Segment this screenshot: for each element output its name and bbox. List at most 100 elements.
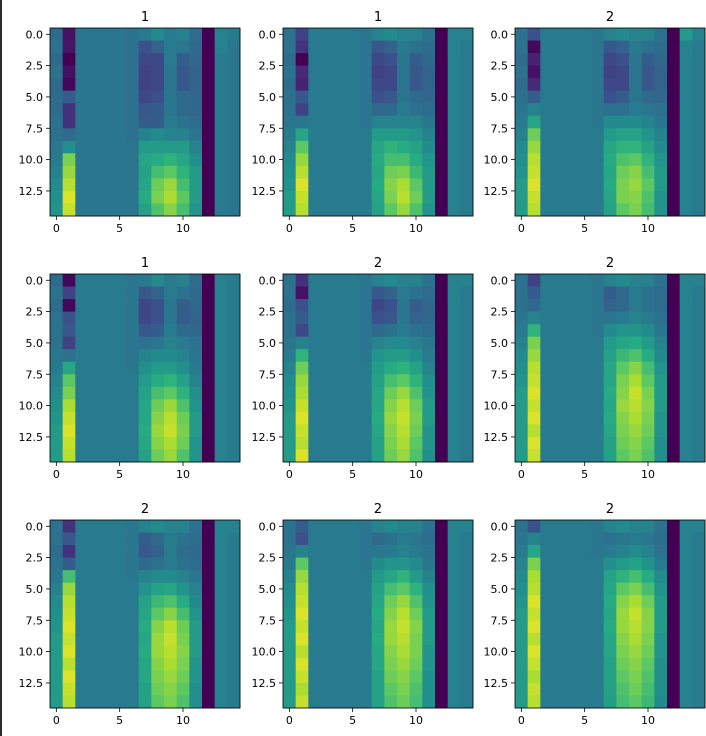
heatmap-cell: [227, 311, 241, 325]
heatmap-cell: [189, 545, 203, 558]
heatmap-cell: [346, 140, 360, 154]
heatmap-cell: [164, 386, 178, 400]
heatmap-cell: [308, 336, 322, 350]
heatmap-cell: [397, 670, 411, 684]
x-tick-label: 0: [518, 468, 525, 481]
heatmap-cell: [295, 361, 309, 375]
heatmap-cell: [75, 28, 89, 41]
heatmap-cell: [359, 115, 373, 129]
heatmap-cell: [641, 520, 655, 533]
heatmap-cell: [540, 153, 554, 167]
heatmap-cell: [591, 103, 605, 117]
heatmap-cell: [202, 436, 216, 450]
heatmap-cell: [515, 424, 529, 438]
heatmap-cell: [527, 153, 541, 167]
heatmap-cell: [460, 532, 474, 546]
subplot-7: 20 5 100.02.55.07.510.012.5: [19, 502, 241, 727]
heatmap-cell: [616, 632, 630, 646]
heatmap-cell: [397, 632, 411, 646]
heatmap-cell: [447, 399, 461, 413]
heatmap-cell: [88, 411, 102, 425]
heatmap-cell: [151, 103, 165, 117]
heatmap-cell: [113, 311, 127, 325]
heatmap-cell: [214, 40, 228, 54]
y-tick-label: 10.0: [252, 646, 277, 659]
heatmap-cell: [88, 274, 102, 287]
heatmap-cell: [641, 324, 655, 338]
heatmap-cell: [447, 140, 461, 154]
heatmap-cell: [227, 399, 241, 413]
y-tick-label: 5.0: [259, 337, 277, 350]
heatmap-cell: [227, 299, 241, 312]
heatmap-cell: [346, 90, 360, 104]
heatmap-cell: [591, 65, 605, 79]
heatmap-cell: [667, 336, 681, 350]
heatmap-cell: [346, 436, 360, 450]
heatmap-cell: [591, 386, 605, 400]
heatmap-cell: [75, 128, 89, 142]
heatmap-cell: [447, 374, 461, 388]
heatmap-cell: [692, 532, 706, 546]
heatmap-cell: [527, 140, 541, 154]
heatmap-cell: [321, 557, 335, 571]
heatmap-cell: [359, 311, 373, 325]
heatmap-cell: [189, 670, 203, 684]
heatmap-cell: [641, 178, 655, 192]
heatmap-cell: [75, 632, 89, 646]
heatmap-cell: [50, 607, 64, 621]
heatmap-cell: [214, 165, 228, 179]
heatmap-cell: [667, 695, 681, 709]
heatmap-cell: [88, 53, 102, 66]
heatmap-cell: [641, 190, 655, 204]
heatmap-cell: [295, 90, 309, 104]
heatmap-cell: [397, 545, 411, 558]
heatmap-cell: [692, 40, 706, 54]
heatmap-cell: [308, 178, 322, 192]
heatmap-cell: [397, 520, 411, 533]
heatmap-cell: [578, 115, 592, 129]
heatmap-cell: [603, 620, 617, 634]
subplot-title: 1: [141, 256, 149, 271]
heatmap-cell: [189, 436, 203, 450]
heatmap-cell: [540, 286, 554, 300]
heatmap-cell: [540, 520, 554, 533]
heatmap-cell: [88, 399, 102, 413]
plot-frame: [49, 273, 241, 463]
heatmap-cell: [371, 582, 385, 596]
heatmap-cell: [202, 203, 216, 217]
heatmap-cell: [397, 645, 411, 659]
heatmap-cell: [679, 399, 693, 413]
heatmap-cell: [422, 203, 436, 217]
heatmap-cell: [126, 695, 140, 709]
heatmap-cell: [359, 286, 373, 300]
heatmap-cell: [527, 103, 541, 117]
heatmap-cell: [667, 286, 681, 300]
heatmap-cell: [75, 65, 89, 79]
heatmap-cell: [409, 632, 423, 646]
heatmap-cell: [527, 424, 541, 438]
heatmap-cell: [75, 424, 89, 438]
heatmap-cell: [202, 695, 216, 709]
heatmap-cell: [616, 28, 630, 41]
y-tick-label: 5.0: [26, 91, 44, 104]
heatmap-cell: [113, 449, 127, 463]
heatmap-cell: [333, 374, 347, 388]
heatmap-cell: [359, 374, 373, 388]
heatmap-cell: [359, 274, 373, 287]
heatmap-cell: [346, 657, 360, 671]
heatmap-cell: [126, 65, 140, 79]
heatmap-cell: [565, 336, 579, 350]
heatmap-cell: [384, 386, 398, 400]
heatmap-cell: [654, 28, 668, 41]
heatmap-cell: [321, 103, 335, 117]
heatmap-cell: [527, 399, 541, 413]
heatmap-cell: [62, 361, 76, 375]
heatmap-cell: [515, 140, 529, 154]
heatmap-cell: [616, 128, 630, 142]
heatmap-cell: [308, 53, 322, 66]
heatmap-cell: [384, 682, 398, 696]
heatmap-cell: [308, 520, 322, 533]
heatmap-cell: [667, 165, 681, 179]
heatmap-cell: [692, 299, 706, 312]
heatmap-cell: [321, 374, 335, 388]
